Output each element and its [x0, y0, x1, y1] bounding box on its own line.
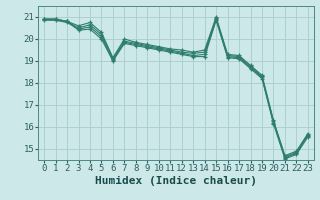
X-axis label: Humidex (Indice chaleur): Humidex (Indice chaleur) — [95, 176, 257, 186]
